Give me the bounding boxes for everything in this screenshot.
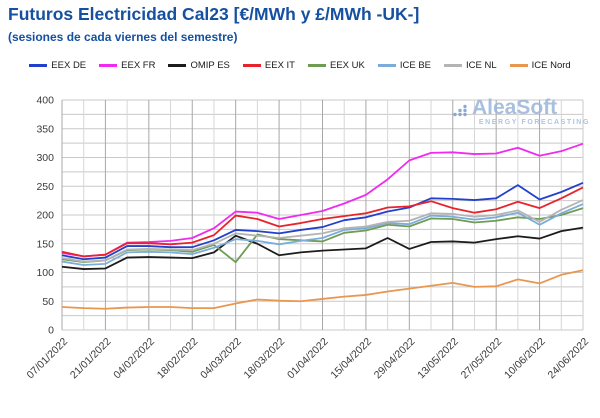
x-axis-labels: 07/01/202221/01/202204/02/202218/02/2022…	[24, 336, 591, 382]
x-axis-label: 21/01/2022	[68, 336, 114, 382]
legend-item-eex-uk: EEX UK	[307, 60, 365, 71]
chart-subtitle: (sesiones de cada viernes del semestre)	[8, 30, 238, 44]
series-line-ice-nord	[61, 269, 584, 310]
legend-label: OMIP ES	[190, 60, 230, 71]
legend-swatch	[509, 64, 528, 67]
x-axis-label: 01/04/2022	[285, 336, 331, 382]
chart-title: Futuros Electricidad Cal23 [€/MWh y £/MW…	[8, 4, 420, 24]
legend-label: EEX DE	[51, 60, 87, 71]
aleasoft-tagline: ENERGY FORECASTING	[478, 119, 590, 126]
legend-item-omip-es: OMIP ES	[168, 60, 230, 71]
x-axis-label: 07/01/2022	[24, 336, 70, 382]
y-axis-labels: 0 50 100 150 200 250 300 350 400	[36, 95, 54, 337]
legend-item-ice-nord: ICE Nord	[509, 60, 571, 71]
legend-label: EEX UK	[329, 60, 365, 71]
aleasoft-dots-icon	[453, 104, 467, 117]
legend-swatch	[377, 64, 396, 67]
legend-swatch	[444, 64, 462, 67]
legend-label: EEX IT	[264, 60, 295, 71]
legend-swatch	[242, 64, 261, 67]
y-axis-label: 150	[36, 238, 54, 250]
legend-label: ICE NL	[466, 60, 497, 71]
x-axis-label: 04/02/2022	[111, 336, 157, 382]
x-axis-label: 13/05/2022	[415, 336, 461, 382]
y-axis-label: 250	[36, 181, 54, 193]
x-axis-label: 24/06/2022	[545, 336, 591, 382]
y-axis-label: 50	[42, 296, 54, 308]
y-axis-label: 200	[36, 210, 54, 222]
series-line-eex-it	[61, 186, 584, 258]
legend-item-ice-nl: ICE NL	[444, 60, 497, 71]
y-axis-label: 300	[36, 152, 54, 164]
x-axis-label: 18/02/2022	[155, 336, 201, 382]
legend-swatch	[307, 64, 326, 67]
aleasoft-logo-text: AleaSoft	[472, 96, 558, 119]
series-line-eex-de	[61, 181, 584, 261]
series-line-ice-nl	[61, 199, 584, 263]
y-axis-label: 0	[48, 325, 54, 337]
legend: EEX DE EEX FR OMIP ES EEX IT EEX UK ICE BE ICE…	[0, 60, 600, 71]
legend-item-eex-de: EEX DE	[29, 60, 86, 71]
legend-label: ICE Nord	[531, 60, 571, 71]
x-axis-label: 15/04/2022	[328, 336, 374, 382]
series-line-ice-be	[61, 203, 584, 266]
x-axis-label: 04/03/2022	[198, 336, 244, 382]
legend-swatch	[99, 64, 118, 67]
series-line-omip-es	[61, 226, 584, 270]
legend-item-eex-fr: EEX FR	[99, 60, 155, 71]
x-axis-label: 27/05/2022	[459, 336, 505, 382]
y-axis-label: 100	[36, 267, 54, 279]
legend-swatch	[29, 64, 48, 67]
x-axis-label: 18/03/2022	[242, 336, 288, 382]
y-axis-label: 350	[36, 123, 54, 135]
legend-item-eex-it: EEX IT	[242, 60, 295, 71]
legend-item-ice-be: ICE BE	[377, 60, 431, 71]
legend-swatch	[168, 64, 187, 67]
y-axis-label: 400	[36, 95, 54, 107]
legend-label: ICE BE	[399, 60, 431, 71]
watermark: AleaSoft ENERGY FORECASTING	[452, 96, 590, 126]
legend-label: EEX FR	[121, 60, 156, 71]
x-axis-label: 29/04/2022	[372, 336, 418, 382]
series-line-eex-fr	[61, 142, 584, 258]
x-axis-label: 10/06/2022	[502, 336, 548, 382]
